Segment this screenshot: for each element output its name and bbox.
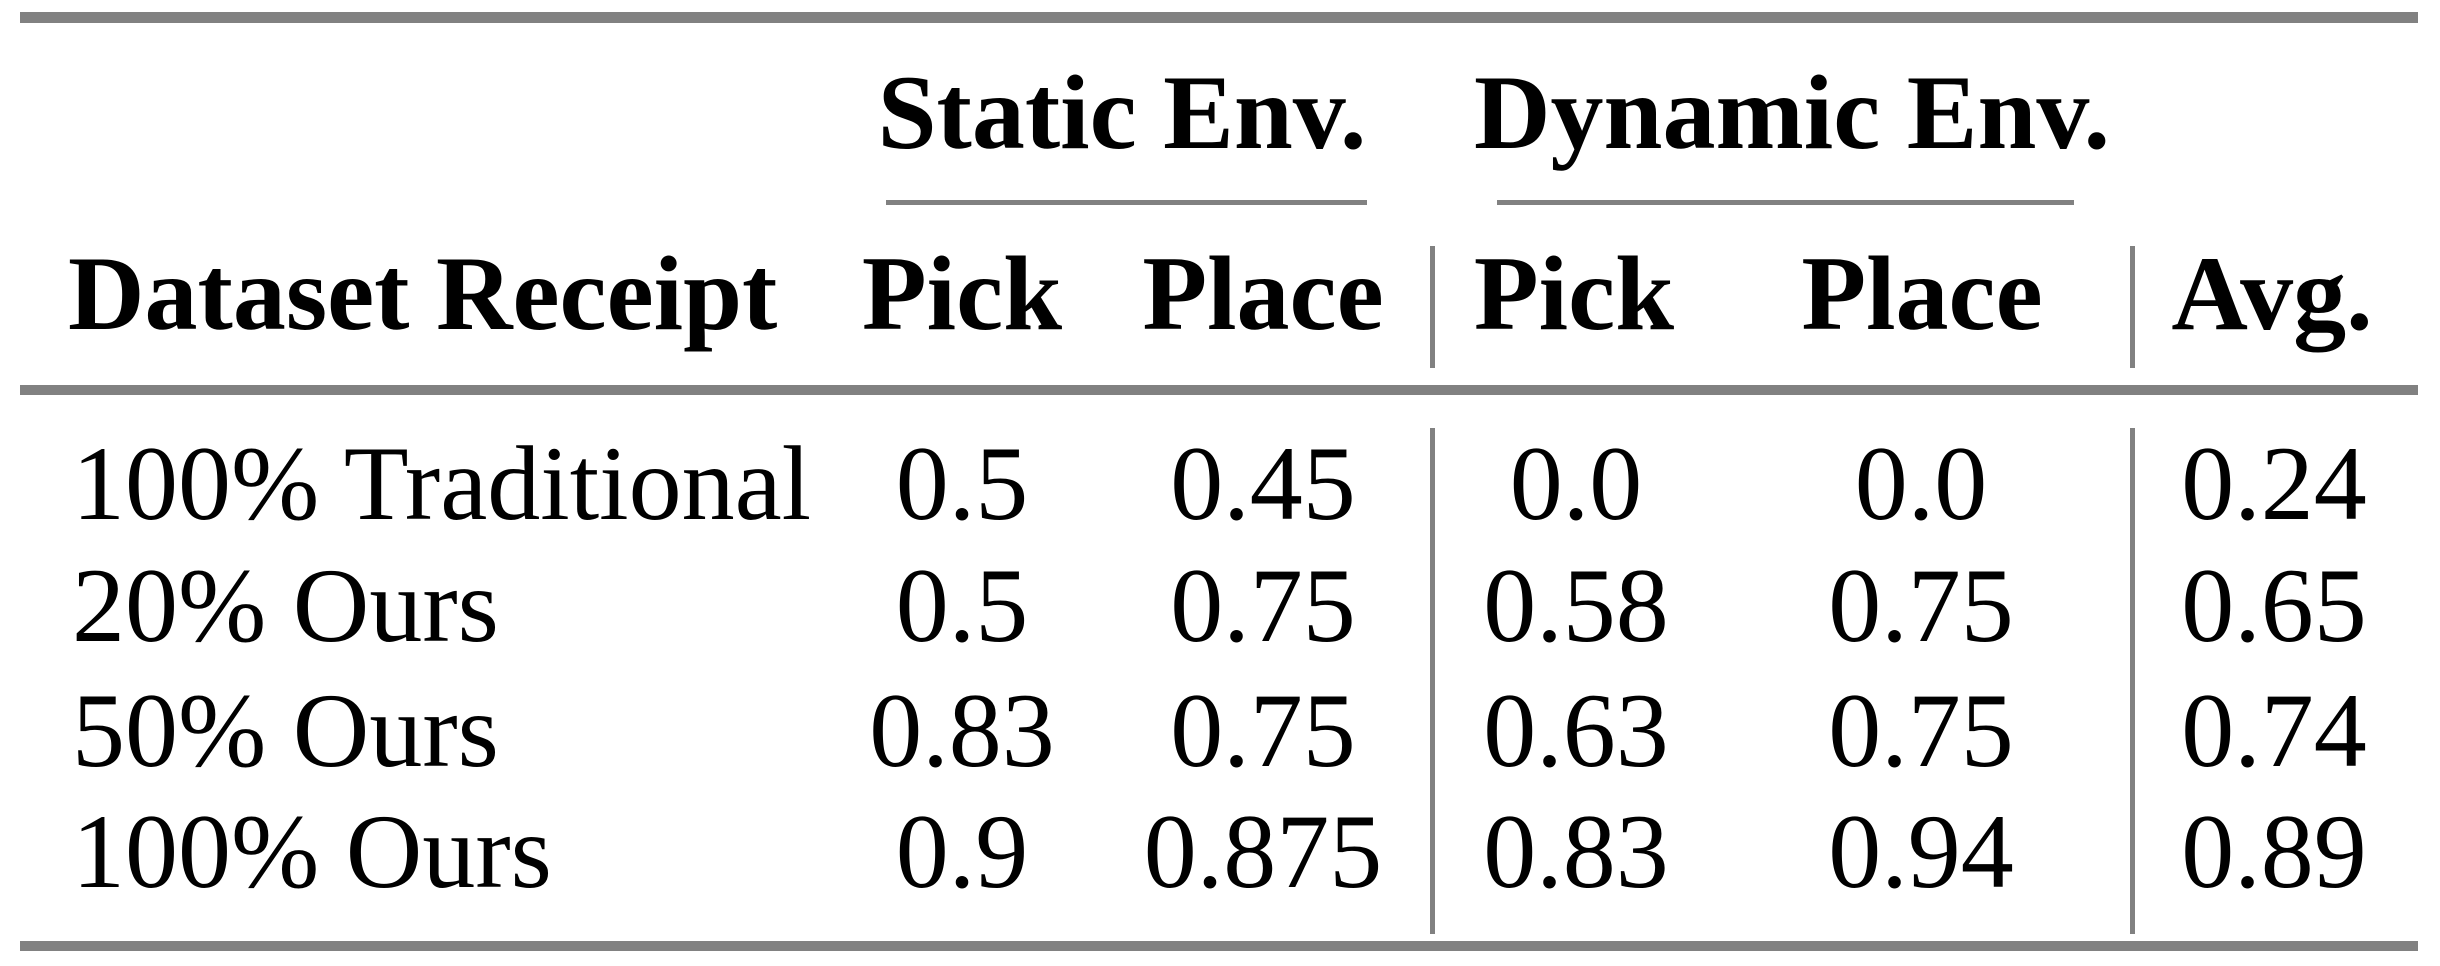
row-label: 20% Ours	[72, 547, 499, 664]
top-rule	[20, 12, 2418, 23]
vertical-separator-left-header	[1430, 246, 1435, 368]
cell-dynamic-place: 0.75	[1828, 672, 2014, 789]
cell-avg: 0.89	[2181, 793, 2367, 910]
column-header-static-place: Place	[1142, 235, 1384, 352]
column-header-dynamic-pick: Pick	[1473, 235, 1675, 352]
cell-dynamic-place: 0.75	[1828, 547, 2014, 664]
row-label: 100% Ours	[72, 793, 552, 910]
bottom-rule	[20, 941, 2418, 951]
vertical-separator-left-body	[1430, 428, 1435, 934]
cell-dynamic-pick: 0.0	[1509, 425, 1643, 542]
row-label: 50% Ours	[72, 672, 499, 789]
column-header-dataset-receipt: Dataset Receipt	[68, 235, 778, 352]
cell-static-place: 0.75	[1170, 672, 1356, 789]
cell-static-pick: 0.5	[895, 547, 1029, 664]
column-header-dynamic-place: Place	[1801, 235, 2043, 352]
static-env-cmidrule	[886, 200, 1367, 205]
cell-dynamic-place: 0.94	[1828, 793, 2014, 910]
cell-avg: 0.65	[2181, 547, 2367, 664]
cell-static-pick: 0.5	[895, 425, 1029, 542]
cell-dynamic-pick: 0.83	[1483, 793, 1669, 910]
column-header-static-pick: Pick	[861, 235, 1063, 352]
cell-avg: 0.24	[2181, 425, 2367, 542]
cell-dynamic-pick: 0.58	[1483, 547, 1669, 664]
column-header-avg: Avg.	[2171, 235, 2373, 352]
cell-static-place: 0.75	[1170, 547, 1356, 664]
dynamic-env-cmidrule	[1497, 200, 2074, 205]
vertical-separator-right-header	[2130, 246, 2135, 368]
cell-dynamic-place: 0.0	[1854, 425, 1988, 542]
cell-static-pick: 0.83	[869, 672, 1055, 789]
row-label: 100% Traditional	[72, 425, 812, 542]
cell-static-place: 0.875	[1143, 793, 1383, 910]
column-group-static-env: Static Env.	[877, 54, 1367, 171]
cell-static-pick: 0.9	[895, 793, 1029, 910]
cell-avg: 0.74	[2181, 672, 2367, 789]
cell-dynamic-pick: 0.63	[1483, 672, 1669, 789]
cell-static-place: 0.45	[1170, 425, 1356, 542]
column-group-dynamic-env: Dynamic Env.	[1473, 54, 2111, 171]
header-midrule	[20, 385, 2418, 395]
vertical-separator-right-body	[2130, 428, 2135, 934]
